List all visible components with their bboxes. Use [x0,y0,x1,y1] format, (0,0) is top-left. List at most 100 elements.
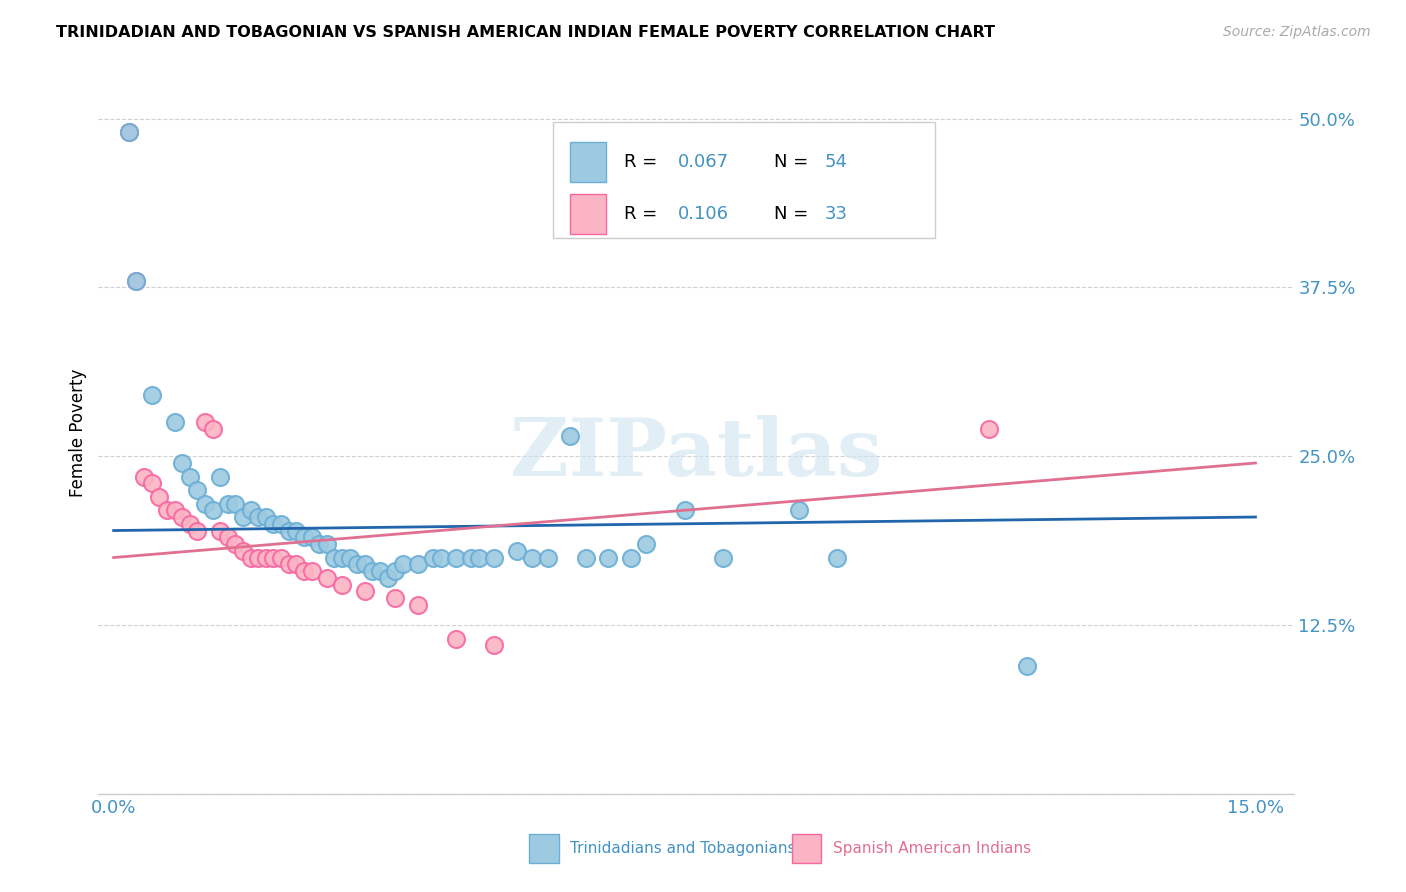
Point [209,524,232,538]
Point [308,537,330,551]
Point [346,558,368,572]
Point [422,550,444,565]
Point [377,571,399,585]
Point [224,496,246,510]
Point [444,550,467,565]
Text: 33: 33 [825,204,848,223]
Point [201,503,224,517]
Point [368,564,391,578]
Point [1017,658,1039,673]
Point [636,537,658,551]
FancyBboxPatch shape [571,194,606,234]
Point [247,510,270,524]
Point [179,516,201,531]
Point [132,469,155,483]
Point [444,632,467,646]
Point [315,571,337,585]
Point [125,274,148,288]
Point [277,524,299,538]
Point [209,469,232,483]
Point [330,550,353,565]
Text: N =: N = [773,204,814,223]
Point [468,550,491,565]
Point [194,496,217,510]
Text: R =: R = [624,204,664,223]
Point [201,422,224,436]
Point [217,530,239,544]
Point [977,422,1000,436]
Point [285,524,308,538]
Text: Spanish American Indians: Spanish American Indians [834,840,1032,855]
Text: ZIPatlas: ZIPatlas [510,416,882,493]
Text: 0.067: 0.067 [678,153,730,170]
Point [292,564,315,578]
Point [384,564,406,578]
Point [392,558,415,572]
Point [172,510,194,524]
Point [430,550,453,565]
Text: 0.106: 0.106 [678,204,730,223]
Point [277,558,299,572]
Point [125,274,148,288]
Point [118,125,141,139]
Point [232,543,254,558]
Point [384,591,406,605]
Text: 54: 54 [825,153,848,170]
Point [141,476,163,491]
Point [522,550,544,565]
Point [263,550,285,565]
Point [186,524,208,538]
Text: Trinidadians and Tobagonians: Trinidadians and Tobagonians [571,840,796,855]
Point [323,550,346,565]
FancyBboxPatch shape [529,834,558,863]
Point [148,490,170,504]
Point [156,503,179,517]
Point [560,429,582,443]
Point [239,503,262,517]
Point [247,550,270,565]
Point [330,577,353,591]
Point [353,584,375,599]
Point [711,550,734,565]
FancyBboxPatch shape [792,834,821,863]
Point [361,564,384,578]
Point [406,558,429,572]
Point [270,516,292,531]
Point [301,564,323,578]
Point [270,550,292,565]
Point [301,530,323,544]
Point [118,125,141,139]
Point [484,550,506,565]
Point [224,537,246,551]
Point [163,503,186,517]
Point [673,503,696,517]
Point [315,537,337,551]
Point [179,469,201,483]
Point [172,456,194,470]
Point [536,550,558,565]
Point [141,388,163,402]
Point [353,558,375,572]
FancyBboxPatch shape [571,142,606,182]
Point [163,416,186,430]
Point [292,530,315,544]
Point [186,483,208,497]
Y-axis label: Female Poverty: Female Poverty [69,368,87,497]
Point [254,510,277,524]
Point [460,550,482,565]
Point [239,550,262,565]
Text: R =: R = [624,153,664,170]
Point [406,598,429,612]
Point [787,503,810,517]
Point [506,543,529,558]
Text: TRINIDADIAN AND TOBAGONIAN VS SPANISH AMERICAN INDIAN FEMALE POVERTY CORRELATION: TRINIDADIAN AND TOBAGONIAN VS SPANISH AM… [56,25,995,40]
Point [825,550,848,565]
Point [254,550,277,565]
Point [598,550,620,565]
Point [620,550,643,565]
Point [339,550,361,565]
Text: N =: N = [773,153,814,170]
Point [263,516,285,531]
Text: Source: ZipAtlas.com: Source: ZipAtlas.com [1223,25,1371,39]
Point [194,416,217,430]
